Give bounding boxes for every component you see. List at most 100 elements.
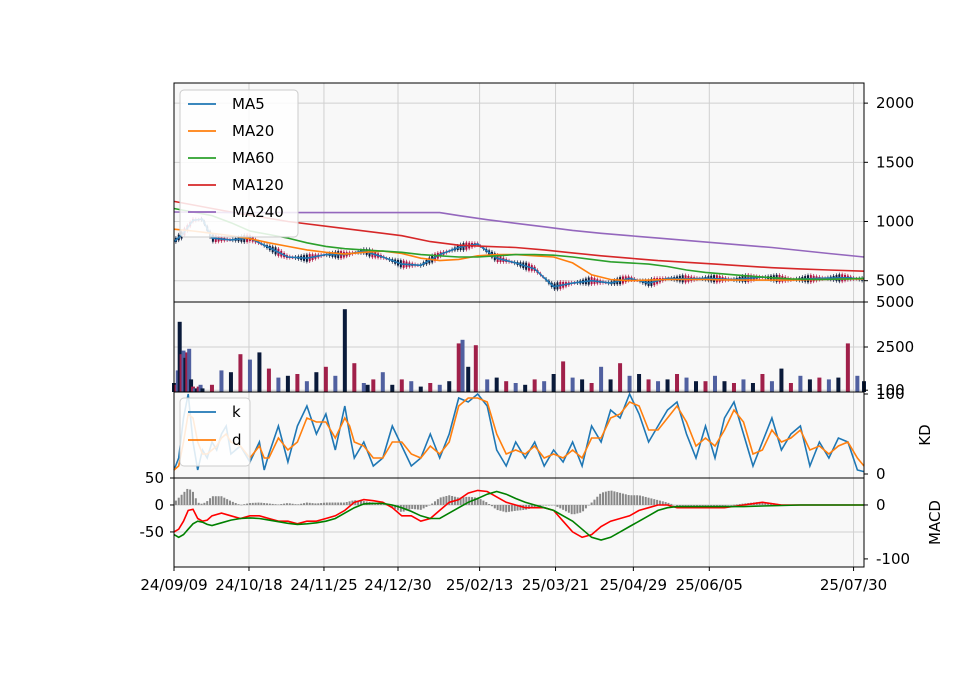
legend-label: d [232, 431, 242, 449]
macd-histogram-bar [214, 496, 217, 505]
y-tick-label: 0 [876, 496, 886, 514]
y-tick-label: 100 [876, 385, 905, 403]
macd-histogram-bar [488, 503, 491, 505]
legend-label: MA60 [232, 149, 274, 167]
macd-histogram-bar [698, 504, 701, 506]
macd-histogram-bar [405, 504, 408, 511]
macd-histogram-bar [713, 504, 716, 506]
macd-histogram-bar [334, 502, 337, 505]
macd-histogram-bar [681, 504, 684, 506]
volume-bar [760, 374, 765, 392]
macd-histogram-bar [357, 500, 360, 505]
macd-histogram-bar [550, 504, 553, 506]
macd-histogram-bar [727, 504, 730, 506]
macd-histogram-bar [505, 504, 508, 513]
macd-histogram-bar [576, 504, 579, 514]
macd-histogram-bar [317, 503, 320, 505]
volume-bar [361, 383, 366, 392]
series-line-dea [173, 490, 864, 541]
macd-histogram-bar [362, 501, 365, 505]
macd-histogram-bar [226, 499, 229, 505]
volume-bar [447, 381, 452, 392]
macd-histogram-bar [627, 495, 630, 505]
y-tick-label: 1500 [876, 153, 914, 171]
macd-histogram-bar [610, 490, 613, 505]
macd-histogram-bar [351, 500, 354, 505]
macd-histogram-bar [516, 504, 519, 511]
macd-histogram-bar [593, 499, 596, 505]
volume-bar [817, 377, 822, 392]
volume-bar [380, 372, 385, 392]
macd-histogram-bar [305, 502, 308, 505]
macd-histogram-bar [277, 504, 280, 505]
y-tick-label: 0 [154, 496, 164, 514]
macd-histogram-bar [547, 504, 550, 506]
volume-bar [418, 386, 423, 392]
volume-bar [694, 381, 699, 392]
macd-histogram-bar [624, 494, 627, 505]
macd-histogram-bar [434, 501, 437, 505]
macd-histogram-bar [234, 503, 237, 505]
volume-bar [627, 375, 632, 392]
y-tick-label: 100 [876, 381, 905, 399]
macd-histogram-bar [254, 502, 257, 505]
volume-bar [314, 372, 319, 392]
volume-bar [561, 361, 566, 392]
macd-histogram-bar [191, 491, 194, 505]
volume-bar [684, 377, 689, 392]
macd-histogram-bar [553, 504, 556, 506]
macd-histogram-bar [465, 496, 468, 505]
volume-bar [513, 383, 518, 392]
macd-histogram-bar [730, 504, 733, 506]
volume-bar [219, 370, 224, 392]
macd-histogram-bar [684, 504, 687, 506]
volume-bar [473, 345, 478, 392]
macd-histogram-bar [228, 500, 231, 505]
macd-histogram-bar [209, 498, 212, 505]
macd-histogram-bar [439, 497, 442, 505]
macd-histogram-bar [715, 504, 718, 506]
macd-histogram-bar [562, 504, 565, 510]
volume-bar [731, 383, 736, 392]
macd-histogram-bar [502, 504, 505, 512]
macd-histogram-bar [647, 497, 650, 505]
y-tick-label: 50 [145, 469, 164, 487]
macd-histogram-bar [194, 498, 197, 505]
macd-histogram-bar [416, 504, 419, 510]
volume-bar [712, 375, 717, 392]
macd-histogram-bar [251, 502, 254, 505]
macd-histogram-bar [399, 504, 402, 512]
macd-histogram-bar [582, 504, 585, 512]
volume-bar [460, 339, 465, 392]
volume-bar [599, 366, 604, 392]
volume-bar [456, 343, 461, 392]
macd-histogram-bar [359, 500, 362, 505]
macd-histogram-bar [656, 499, 659, 505]
volume-bar [769, 381, 774, 392]
macd-histogram-bar [408, 504, 411, 510]
volume-bar [618, 363, 623, 392]
volume-bar [409, 381, 414, 392]
volume-bar [276, 377, 281, 392]
macd-histogram-bar [206, 501, 209, 505]
macd-histogram-bar [337, 502, 340, 505]
macd-histogram-bar [382, 504, 385, 505]
macd-histogram-bar [414, 504, 417, 510]
macd-histogram-bar [707, 504, 710, 506]
volume-bar [189, 379, 194, 392]
volume-bar [779, 368, 784, 392]
volume-bar [646, 379, 651, 392]
macd-histogram-bar [203, 502, 206, 505]
volume-bar [807, 379, 812, 392]
macd-histogram-bar [419, 504, 422, 510]
macd-histogram-bar [499, 504, 502, 511]
macd-histogram-bar [653, 499, 656, 505]
macd-histogram-bar [604, 491, 607, 505]
macd-histogram-bar [260, 502, 263, 505]
macd-histogram-bar [311, 503, 314, 505]
macd-histogram-bar [661, 501, 664, 505]
macd-histogram-bar [174, 500, 177, 505]
volume-bar [504, 381, 509, 392]
macd-histogram-bar [322, 502, 325, 505]
volume-bar [637, 374, 642, 392]
